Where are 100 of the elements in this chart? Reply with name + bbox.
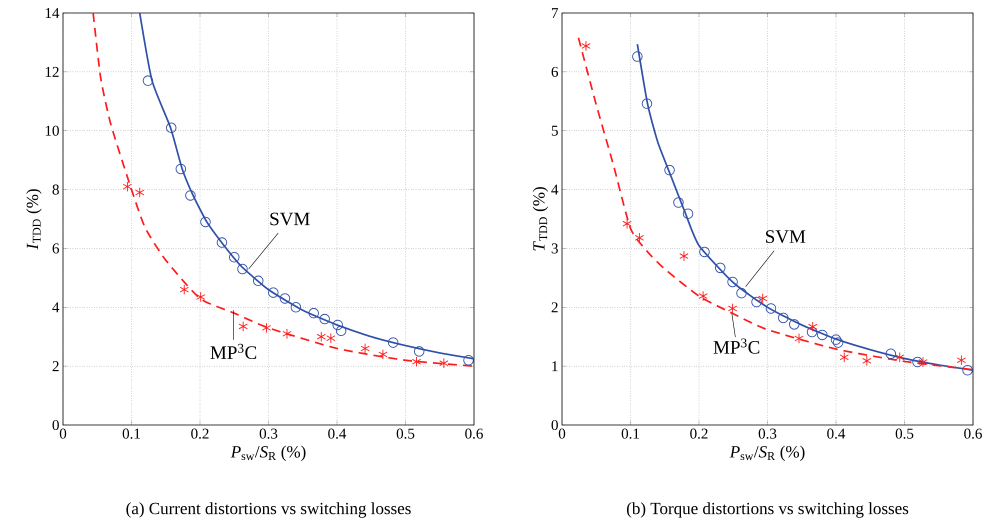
- point: [308, 308, 319, 318]
- y-tick-label: 2: [52, 361, 59, 372]
- point: [642, 98, 652, 109]
- y-tick-label: 4: [52, 302, 60, 312]
- annotation: MP$^{3}$C: [714, 338, 760, 354]
- text: (b) Torque distortions vs switching losses: [626, 502, 908, 518]
- point: [200, 216, 211, 228]
- y-axis-title: I$_{TDD}$ (%): [26, 189, 42, 250]
- x-tick-label: 0.6: [465, 428, 483, 439]
- y-tick-label: 14: [46, 8, 60, 18]
- point: [262, 322, 272, 334]
- point: [806, 326, 818, 338]
- point: [439, 358, 448, 368]
- point: [252, 276, 264, 286]
- point: [832, 337, 844, 348]
- point: [319, 314, 330, 324]
- point: [840, 352, 849, 363]
- point: [414, 346, 424, 357]
- point: [142, 75, 154, 86]
- y-tick-label: 10: [46, 126, 59, 136]
- point: [280, 293, 290, 304]
- point: [326, 332, 336, 344]
- point: [581, 40, 591, 52]
- point: [664, 164, 675, 176]
- point: [778, 312, 789, 324]
- point: [360, 343, 370, 354]
- point: [185, 190, 196, 201]
- point: [788, 319, 800, 330]
- y-tick-label: 3: [552, 243, 558, 254]
- x-tick-label: 0.4: [827, 428, 846, 439]
- y-tick-label: 1: [552, 361, 558, 372]
- x-tick-label: 0.4: [328, 428, 346, 439]
- y-tick-label: 2: [552, 302, 558, 312]
- point: [282, 328, 292, 340]
- point: [268, 287, 279, 298]
- text: (a) Current distortions vs switching losses: [126, 502, 411, 518]
- point: [895, 352, 904, 363]
- annotation: MP$^{3}$C: [210, 344, 256, 360]
- point: [388, 337, 398, 348]
- point: [229, 252, 240, 263]
- x-tick-label: 0.5: [896, 428, 914, 439]
- point: [794, 333, 804, 344]
- x-tick-label: 0.6: [964, 428, 982, 439]
- point: [135, 187, 144, 198]
- point: [751, 296, 762, 308]
- point: [673, 197, 684, 208]
- y-tick-label: 4: [551, 184, 558, 195]
- point: [766, 303, 776, 314]
- y-tick-label: 0: [52, 420, 59, 430]
- x-tick-label: 0: [558, 428, 566, 439]
- point: [378, 349, 388, 360]
- x-tick-label: 0.2: [191, 428, 209, 439]
- x-axis-title: P$_{sw}$/S$_{R}$ (%): [230, 446, 306, 462]
- point: [634, 232, 644, 244]
- y-axis-title: T$_{TDD}$ (%): [532, 187, 548, 250]
- y-tick-label: 7: [552, 8, 558, 18]
- point: [886, 348, 896, 360]
- x-tick-label: 0.3: [758, 428, 776, 439]
- point: [632, 51, 643, 62]
- point: [728, 303, 738, 314]
- point: [698, 290, 708, 302]
- point: [830, 334, 842, 345]
- point: [912, 356, 923, 368]
- y-tick-label: 5: [552, 126, 558, 136]
- point: [290, 302, 302, 313]
- annotation: SVM: [766, 230, 806, 244]
- point: [176, 164, 186, 174]
- point: [332, 320, 343, 330]
- point: [336, 326, 346, 336]
- annotation: SVM: [270, 212, 310, 226]
- point: [196, 292, 206, 302]
- point: [862, 356, 872, 366]
- point: [758, 293, 768, 304]
- y-tick-label: 0: [552, 420, 558, 430]
- y-tick-label: 8: [52, 184, 59, 195]
- point: [714, 262, 726, 274]
- x-tick-label: 0.5: [396, 428, 414, 439]
- x-tick-label: 0.3: [260, 428, 278, 439]
- point: [316, 331, 326, 342]
- point: [956, 355, 966, 366]
- point: [622, 218, 632, 229]
- y-tick-label: 6: [52, 243, 60, 254]
- point: [682, 208, 694, 219]
- y-tick-label: 6: [552, 66, 558, 77]
- point: [180, 284, 189, 295]
- x-axis-title: P$_{sw}$/S$_{R}$ (%): [730, 446, 805, 462]
- point: [122, 181, 132, 192]
- point: [918, 356, 928, 368]
- point: [412, 356, 422, 367]
- y-tick-label: 12: [46, 66, 59, 77]
- point: [808, 321, 818, 332]
- x-tick-label: 0.1: [122, 428, 140, 439]
- point: [699, 246, 710, 258]
- point: [727, 276, 738, 288]
- point: [237, 264, 248, 274]
- point: [166, 122, 176, 134]
- point: [817, 330, 828, 340]
- point: [238, 321, 248, 332]
- point: [679, 250, 689, 262]
- point: [216, 237, 228, 248]
